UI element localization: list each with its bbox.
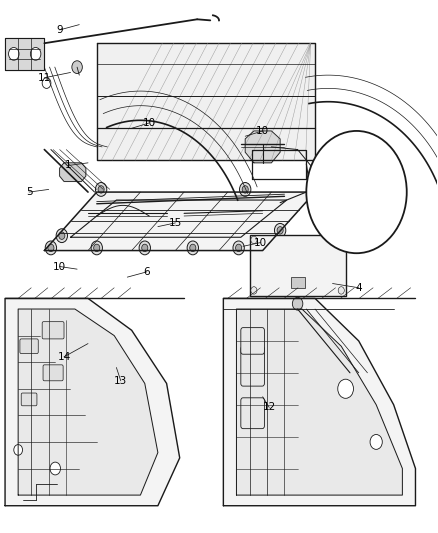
Circle shape [338, 379, 353, 398]
FancyBboxPatch shape [241, 398, 265, 429]
Text: 1: 1 [65, 160, 72, 171]
Circle shape [233, 241, 244, 255]
Text: 10: 10 [254, 238, 267, 247]
Polygon shape [60, 163, 86, 181]
Circle shape [42, 78, 51, 88]
Text: 12: 12 [263, 402, 276, 413]
Circle shape [45, 241, 57, 255]
Text: 10: 10 [143, 118, 155, 128]
Text: 6: 6 [144, 267, 150, 277]
Text: 9: 9 [57, 25, 63, 35]
Circle shape [292, 297, 303, 310]
Circle shape [91, 241, 102, 255]
Circle shape [95, 182, 107, 196]
Text: 14: 14 [57, 352, 71, 362]
Circle shape [338, 236, 344, 244]
Circle shape [9, 47, 19, 60]
Text: 11: 11 [38, 73, 51, 83]
Polygon shape [44, 192, 315, 251]
Text: 3: 3 [375, 155, 381, 165]
FancyBboxPatch shape [241, 328, 265, 354]
Bar [250, 235, 346, 296]
Circle shape [190, 244, 196, 252]
Polygon shape [367, 181, 392, 196]
Circle shape [370, 434, 382, 449]
Circle shape [240, 182, 251, 196]
Polygon shape [5, 298, 180, 506]
Circle shape [56, 229, 67, 243]
Text: 10: 10 [256, 126, 269, 136]
Polygon shape [97, 43, 315, 160]
Circle shape [242, 185, 248, 193]
Circle shape [236, 244, 242, 252]
Circle shape [324, 187, 336, 202]
Text: 13: 13 [114, 376, 127, 386]
Circle shape [277, 227, 283, 234]
FancyBboxPatch shape [43, 365, 63, 381]
FancyBboxPatch shape [21, 393, 37, 406]
Circle shape [251, 287, 257, 294]
Polygon shape [223, 298, 416, 506]
Polygon shape [237, 309, 403, 495]
Circle shape [59, 232, 65, 239]
Circle shape [251, 236, 257, 244]
Circle shape [30, 47, 41, 60]
Circle shape [98, 185, 104, 193]
Circle shape [48, 244, 54, 252]
Text: 10: 10 [53, 262, 66, 271]
FancyBboxPatch shape [20, 339, 38, 353]
Circle shape [338, 287, 344, 294]
Text: 4: 4 [355, 283, 362, 293]
Circle shape [94, 244, 100, 252]
Circle shape [50, 462, 60, 475]
Circle shape [142, 244, 148, 252]
FancyBboxPatch shape [42, 322, 64, 339]
Polygon shape [18, 309, 158, 495]
Circle shape [14, 445, 22, 455]
Text: 15: 15 [169, 218, 182, 228]
Circle shape [275, 223, 286, 237]
Polygon shape [5, 38, 44, 70]
Text: 5: 5 [26, 187, 32, 197]
Polygon shape [245, 131, 280, 163]
FancyBboxPatch shape [241, 346, 265, 386]
Circle shape [139, 241, 150, 255]
Circle shape [306, 131, 407, 253]
Circle shape [72, 61, 82, 74]
Bar [290, 277, 304, 288]
Circle shape [187, 241, 198, 255]
